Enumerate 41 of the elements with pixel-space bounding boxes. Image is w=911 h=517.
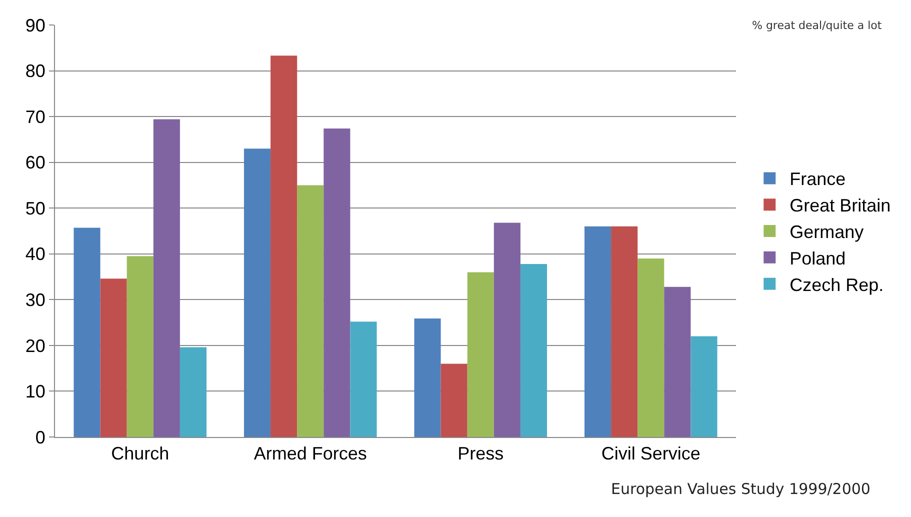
bar xyxy=(350,322,377,437)
bar xyxy=(297,185,324,437)
bar xyxy=(611,226,638,437)
bar xyxy=(638,258,664,437)
y-tick-label: 10 xyxy=(25,382,46,402)
bar xyxy=(690,336,718,437)
bar xyxy=(153,119,180,437)
bar xyxy=(126,256,154,437)
y-tick-label: 40 xyxy=(25,244,46,264)
text: European Values Study 1999/2000 xyxy=(611,480,870,498)
x-tick-label: Church xyxy=(111,444,170,464)
y-tick-label: 30 xyxy=(25,290,46,310)
bar xyxy=(520,264,548,437)
x-tick-label: Armed Forces xyxy=(254,444,367,464)
y-tick-label: 0 xyxy=(35,427,46,448)
legend-label: France xyxy=(790,169,846,190)
x-tick-label: Civil Service xyxy=(601,444,700,464)
y-tick-label: 60 xyxy=(25,152,46,173)
bar xyxy=(74,228,100,437)
bar xyxy=(494,222,520,437)
legend-label: Poland xyxy=(790,248,846,268)
bar xyxy=(440,364,468,437)
legend-label: Czech Rep. xyxy=(790,274,884,295)
bar xyxy=(664,286,691,437)
bar xyxy=(414,318,441,437)
bar xyxy=(270,56,298,437)
y-tick-label: 50 xyxy=(25,198,46,218)
legend-label: Great Britain xyxy=(790,196,891,216)
y-tick-label: 20 xyxy=(25,336,46,356)
legend-label: Germany xyxy=(790,222,864,242)
bar xyxy=(244,148,271,437)
y-tick-label: 80 xyxy=(25,61,46,82)
bar xyxy=(100,278,127,437)
y-tick-label: 70 xyxy=(25,106,46,127)
y-tick-label: 90 xyxy=(25,15,46,36)
bar xyxy=(180,347,207,437)
text: % great deal/quite a lot xyxy=(752,19,882,32)
x-tick-label: Press xyxy=(458,444,504,464)
bar xyxy=(324,128,350,437)
bar xyxy=(467,272,494,437)
bar xyxy=(584,226,612,437)
